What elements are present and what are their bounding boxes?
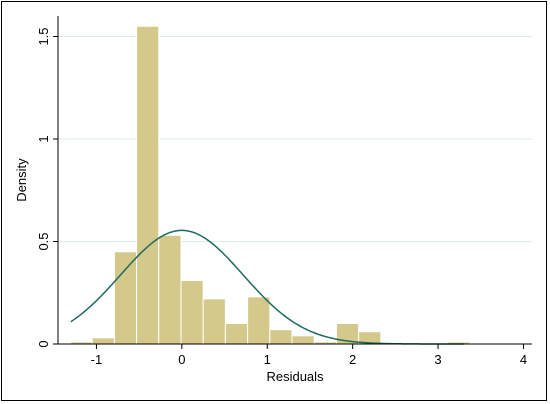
histogram-bar-6 [202,298,226,345]
histogram-bar-7 [224,323,249,345]
y-ticks: 0 0.5 1 1.5 [36,27,58,348]
y-tick-label-0: 0 [36,340,51,347]
histogram-bar-2 [113,251,138,345]
x-tick-label-5: 4 [520,352,527,367]
y-axis-title: Density [14,158,29,202]
histogram-bar-10 [291,335,315,345]
histogram-bar-9 [269,329,293,345]
histogram-bar-1 [91,337,115,345]
x-axis-title: Residuals [266,369,324,384]
grid-lines [58,36,532,242]
x-tick-label-3: 2 [349,352,356,367]
x-tick-label-1: 0 [178,352,185,367]
x-tick-label-4: 3 [434,352,441,367]
histogram-bar-4 [158,234,182,345]
x-tick-label-2: 1 [264,352,271,367]
histogram-bars [70,25,471,345]
y-tick-label-2: 1 [36,135,51,142]
histogram-bar-5 [180,279,204,345]
x-tick-label-0: -1 [91,352,103,367]
histogram-bar-3 [136,25,160,345]
y-tick-label-3: 1.5 [36,27,51,45]
x-ticks: -1 0 1 2 3 4 [91,344,527,367]
histogram-bar-8 [247,296,271,345]
y-tick-label-1: 0.5 [36,232,51,250]
axes [57,16,532,345]
